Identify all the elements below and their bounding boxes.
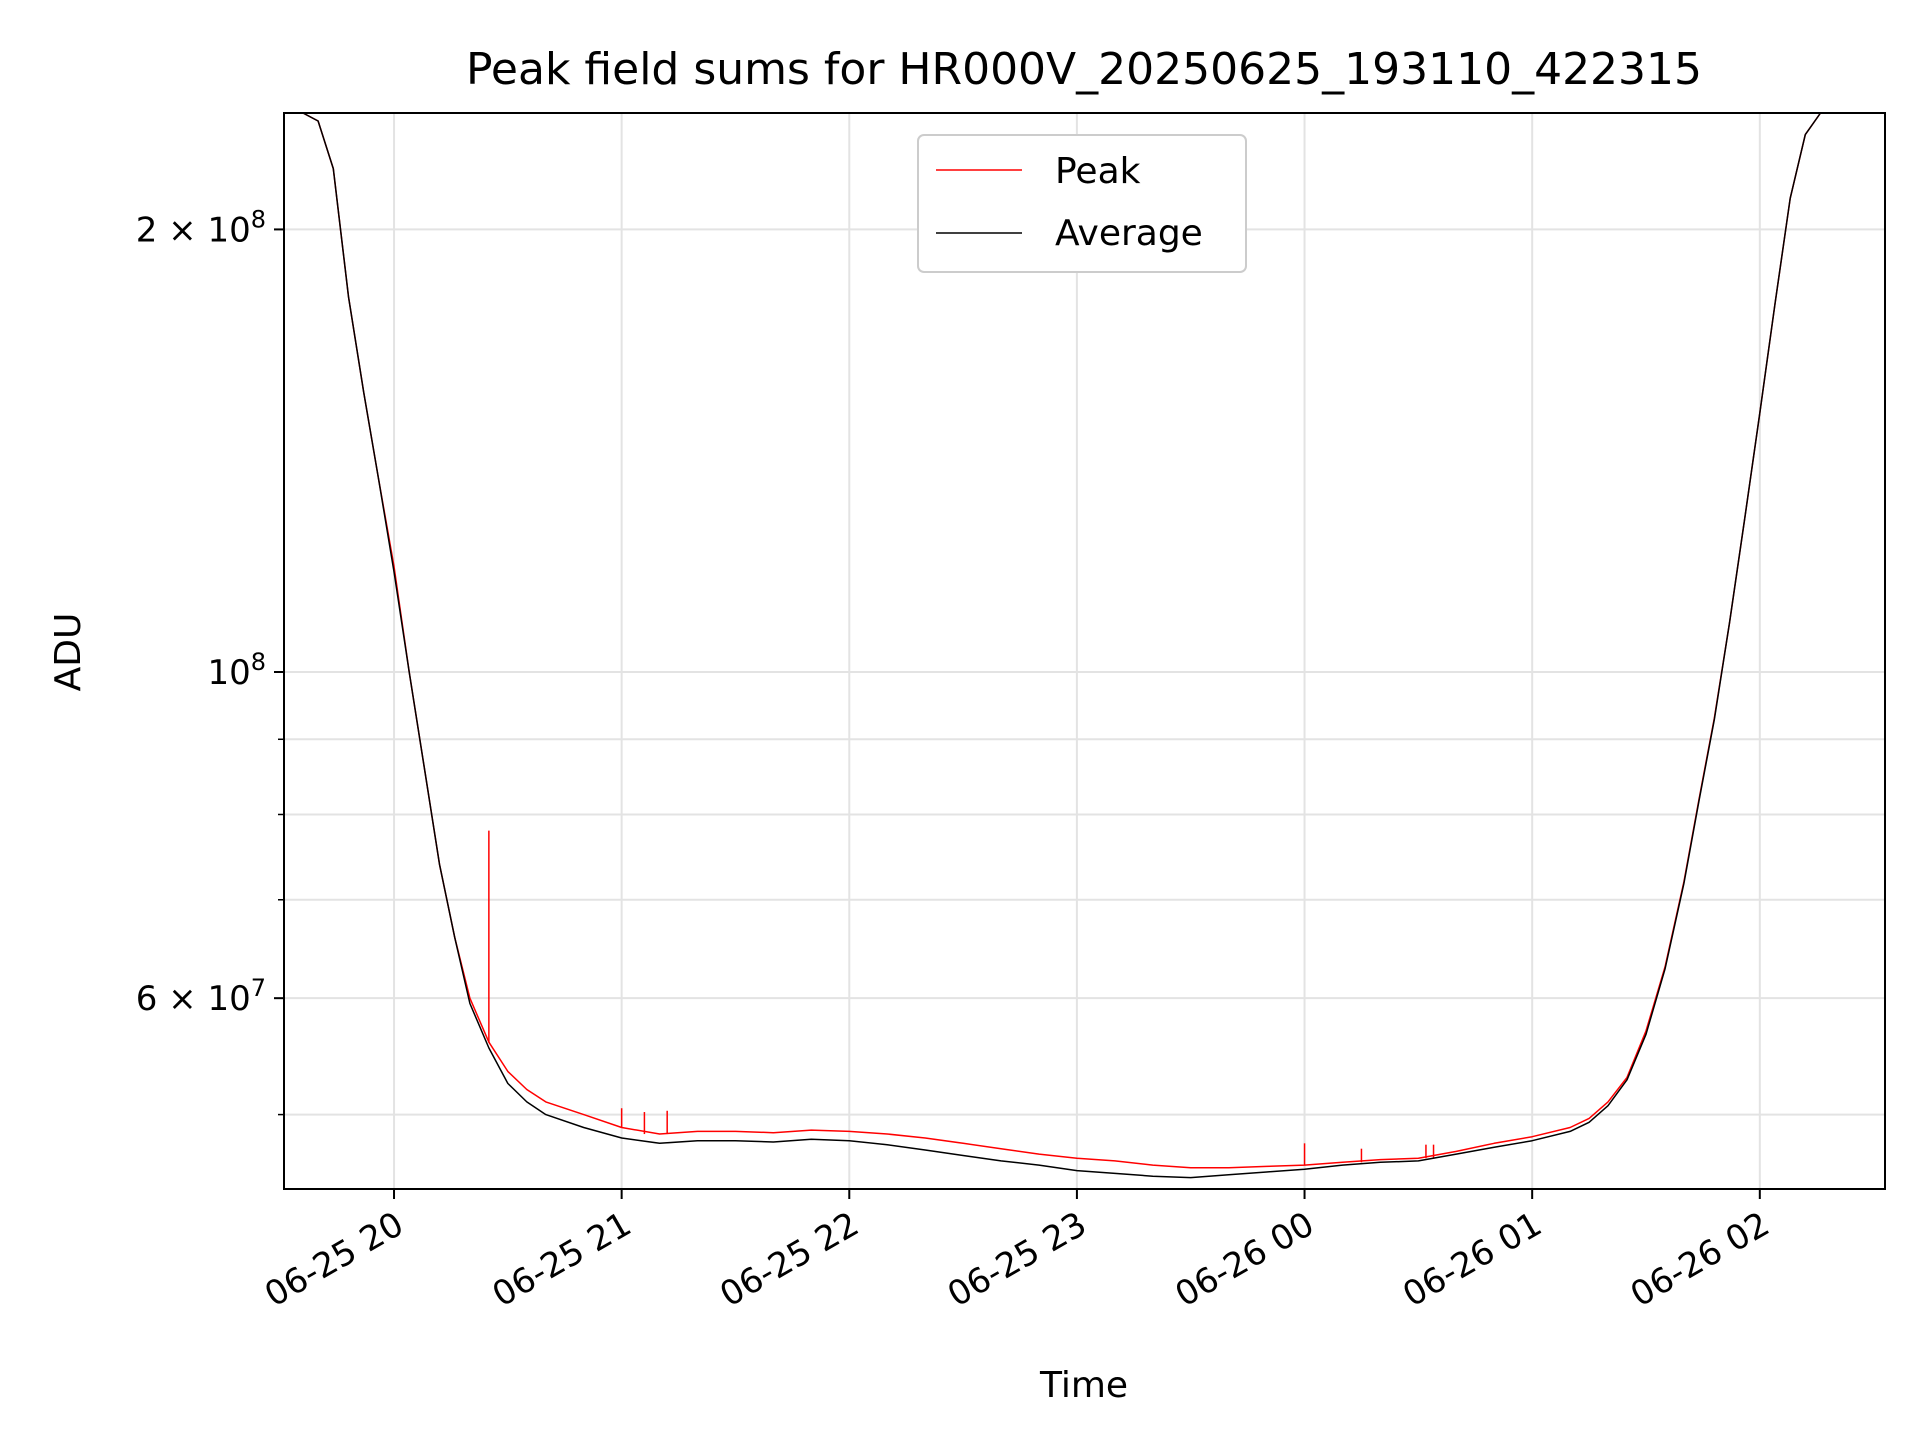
y-tick-label-mantissa: 6 <box>136 979 158 1019</box>
y-tick-label-base: 10 <box>207 210 250 250</box>
legend: Peak Average <box>917 134 1247 273</box>
x-tick-label: 06-25 21 <box>486 1204 638 1315</box>
legend-label-peak: Peak <box>1055 151 1141 192</box>
plot-frame <box>283 112 1886 1190</box>
y-tick-label-times: × <box>157 979 207 1019</box>
y-tick-label-times: × <box>157 210 207 250</box>
grid <box>284 113 1885 1189</box>
y-tick-label: 108 <box>207 648 266 693</box>
y-tick-label-exp: 7 <box>251 974 266 1002</box>
x-tick-label: 06-25 20 <box>258 1204 410 1315</box>
x-tick-label: 06-26 00 <box>1169 1204 1321 1315</box>
y-tick-label-base: 10 <box>207 979 250 1019</box>
series-group <box>284 112 1836 1179</box>
x-axis-label: Time <box>1039 1365 1128 1406</box>
x-tick-label: 06-26 01 <box>1396 1204 1548 1315</box>
y-tick-label-exp: 8 <box>251 205 266 233</box>
legend-label-average: Average <box>1055 213 1203 254</box>
series-line-average <box>284 112 1836 1179</box>
x-tick-label: 06-25 22 <box>713 1204 865 1315</box>
chart-title: Peak field sums for HR000V_20250625_1931… <box>466 44 1702 95</box>
y-tick-label-base: 10 <box>207 653 250 693</box>
x-tick-label: 06-26 02 <box>1624 1204 1776 1315</box>
y-tick-label: 2 × 108 <box>136 205 266 250</box>
y-tick-label: 6 × 107 <box>136 974 266 1019</box>
y-tick-label-mantissa: 2 <box>136 210 158 250</box>
x-axis: 06-25 20 06-25 21 06-25 22 06-25 23 06-26 00… <box>258 1189 1776 1315</box>
y-tick-label-exp: 8 <box>251 648 266 676</box>
y-axis-label: ADU <box>48 613 89 692</box>
x-tick-label: 06-25 23 <box>941 1204 1093 1315</box>
